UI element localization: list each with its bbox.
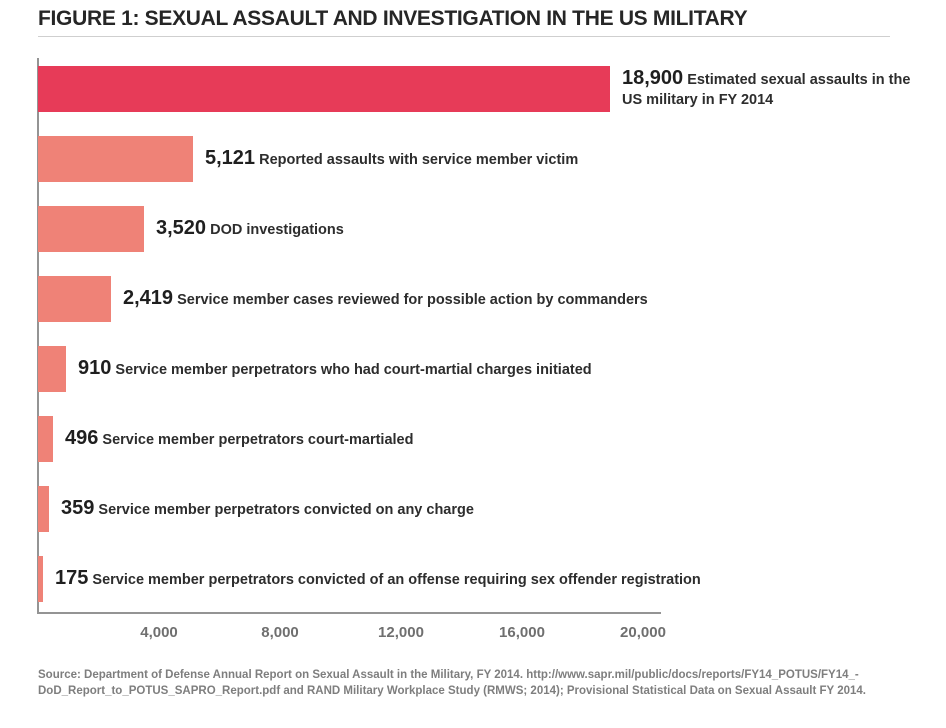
bar-label: 5,121 Reported assaults with service mem… bbox=[205, 136, 578, 182]
bar-row: 910 Service member perpetrators who had … bbox=[38, 346, 946, 392]
bar-description: DOD investigations bbox=[206, 221, 344, 238]
bar-row: 18,900 Estimated sexual assaults in the … bbox=[38, 66, 946, 112]
bar-value: 18,900 bbox=[622, 66, 684, 89]
bar-label: 2,419 Service member cases reviewed for … bbox=[123, 276, 648, 322]
x-axis-line bbox=[37, 612, 661, 614]
bar-rows-container: 18,900 Estimated sexual assaults in the … bbox=[38, 0, 946, 728]
bar bbox=[38, 346, 66, 392]
bar-label: 3,520 DOD investigations bbox=[156, 206, 344, 252]
bar bbox=[38, 416, 53, 462]
bar-row: 359 Service member perpetrators convicte… bbox=[38, 486, 946, 532]
bar bbox=[38, 206, 144, 252]
bar-label: 18,900 Estimated sexual assaults in the … bbox=[622, 66, 914, 112]
x-tick-label: 16,000 bbox=[499, 624, 545, 641]
figure-title: FIGURE 1: SEXUAL ASSAULT AND INVESTIGATI… bbox=[38, 7, 748, 30]
bar-row: 5,121 Reported assaults with service mem… bbox=[38, 136, 946, 182]
bar-label: 496 Service member perpetrators court-ma… bbox=[65, 416, 413, 462]
source-line-1: Source: Department of Defense Annual Rep… bbox=[38, 669, 859, 681]
bar-label: 175 Service member perpetrators convicte… bbox=[55, 556, 701, 602]
bar-row: 175 Service member perpetrators convicte… bbox=[38, 556, 946, 602]
bar-value: 2,419 bbox=[123, 286, 174, 309]
bar-description: Estimated sexual assaults in the US mili… bbox=[622, 71, 911, 108]
bar-row: 2,419 Service member cases reviewed for … bbox=[38, 276, 946, 322]
bar-value: 359 bbox=[61, 496, 95, 519]
x-tick-label: 8,000 bbox=[261, 624, 299, 641]
bar-value: 3,520 bbox=[156, 216, 207, 239]
bar-description: Service member perpetrators convicted of… bbox=[88, 571, 701, 588]
bar bbox=[38, 66, 610, 112]
bar-description: Service member perpetrators convicted on… bbox=[94, 501, 474, 518]
x-tick-label: 4,000 bbox=[140, 624, 178, 641]
x-tick-label: 20,000 bbox=[620, 624, 666, 641]
bar bbox=[38, 276, 111, 322]
bar-value: 910 bbox=[78, 356, 112, 379]
bar bbox=[38, 486, 49, 532]
source-line-2: DoD_Report_to_POTUS_SAPRO_Report.pdf and… bbox=[38, 685, 866, 697]
bar-description: Service member cases reviewed for possib… bbox=[173, 291, 648, 308]
bar-value: 175 bbox=[55, 566, 89, 589]
bar-row: 496 Service member perpetrators court-ma… bbox=[38, 416, 946, 462]
bar-description: Service member perpetrators who had cour… bbox=[111, 361, 592, 378]
source-note: Source: Department of Defense Annual Rep… bbox=[38, 667, 918, 699]
bar-value: 496 bbox=[65, 426, 99, 449]
y-axis-line bbox=[37, 58, 39, 614]
bar-row: 3,520 DOD investigations bbox=[38, 206, 946, 252]
bar-value: 5,121 bbox=[205, 146, 256, 169]
bar bbox=[38, 556, 43, 602]
title-underline-rule bbox=[38, 36, 890, 37]
bar bbox=[38, 136, 193, 182]
x-tick-label: 12,000 bbox=[378, 624, 424, 641]
bar-description: Service member perpetrators court-martia… bbox=[98, 431, 414, 448]
bar-label: 910 Service member perpetrators who had … bbox=[78, 346, 592, 392]
bar-label: 359 Service member perpetrators convicte… bbox=[61, 486, 474, 532]
bar-description: Reported assaults with service member vi… bbox=[255, 151, 579, 168]
